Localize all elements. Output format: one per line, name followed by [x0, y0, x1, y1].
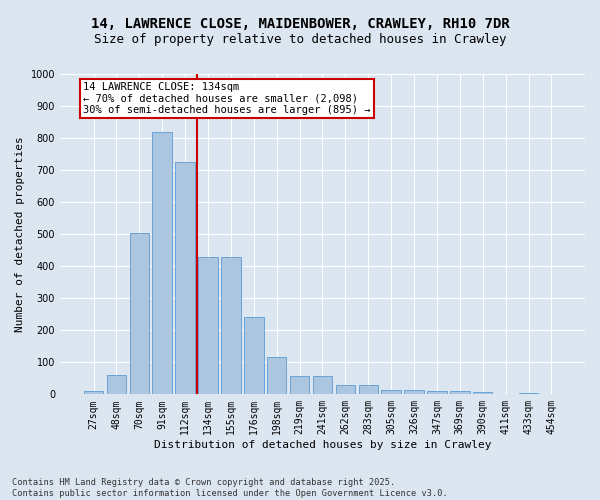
Text: 14 LAWRENCE CLOSE: 134sqm
← 70% of detached houses are smaller (2,098)
30% of se: 14 LAWRENCE CLOSE: 134sqm ← 70% of detac…	[83, 82, 371, 115]
Bar	[404, 390, 424, 394]
Bar	[175, 162, 195, 394]
Bar	[335, 384, 355, 394]
Bar	[198, 256, 218, 394]
Text: 14, LAWRENCE CLOSE, MAIDENBOWER, CRAWLEY, RH10 7DR: 14, LAWRENCE CLOSE, MAIDENBOWER, CRAWLEY…	[91, 18, 509, 32]
Bar	[450, 391, 470, 394]
Bar	[519, 392, 538, 394]
Bar	[382, 390, 401, 394]
Bar	[221, 256, 241, 394]
Bar	[427, 391, 446, 394]
Bar	[359, 384, 378, 394]
Bar	[473, 392, 493, 394]
Bar	[84, 391, 103, 394]
Bar	[152, 132, 172, 394]
Bar	[130, 232, 149, 394]
Bar	[267, 358, 286, 395]
Bar	[107, 375, 126, 394]
Bar	[290, 376, 309, 394]
Y-axis label: Number of detached properties: Number of detached properties	[15, 136, 25, 332]
Bar	[244, 318, 263, 394]
Text: Size of property relative to detached houses in Crawley: Size of property relative to detached ho…	[94, 32, 506, 46]
Bar	[313, 376, 332, 394]
X-axis label: Distribution of detached houses by size in Crawley: Distribution of detached houses by size …	[154, 440, 491, 450]
Text: Contains HM Land Registry data © Crown copyright and database right 2025.
Contai: Contains HM Land Registry data © Crown c…	[12, 478, 448, 498]
